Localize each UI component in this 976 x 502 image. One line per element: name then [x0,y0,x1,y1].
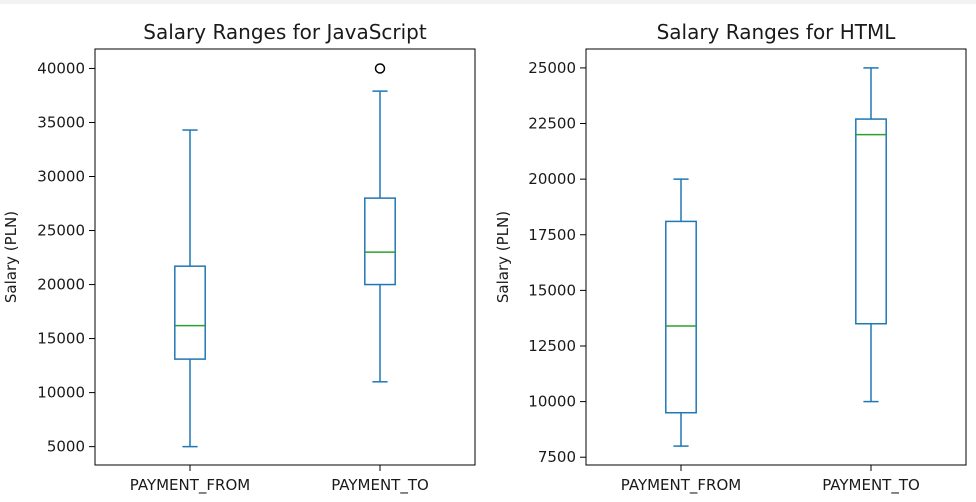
y-tick-label: 20000 [37,276,85,294]
box-payment-from [174,129,206,448]
interquartile-box [174,265,206,360]
html-salary-panel: Salary Ranges for HTML Salary (PLN) 7500… [494,20,967,495]
top-edge-strip [0,0,976,4]
outlier-point [374,63,386,74]
y-tick-label: 30000 [37,168,85,186]
box-payment-from [665,178,697,447]
plot-area-frame [585,48,967,466]
chart-title: Salary Ranges for JavaScript [143,20,427,44]
y-tick-label: 25000 [37,222,85,240]
box-series [665,67,887,447]
x-tick-label: PAYMENT_FROM [621,476,741,495]
x-tick-label: PAYMENT_TO [822,476,920,495]
chart-title: Salary Ranges for HTML [657,20,897,44]
box-payment-to [364,63,396,383]
x-axis-ticks: PAYMENT_FROM PAYMENT_TO [130,465,429,495]
x-tick-label: PAYMENT_TO [331,476,429,495]
y-tick-label: 25000 [528,59,576,77]
y-axis-ticks: 5000 10000 15000 20000 25000 30000 35000 40000 [37,59,95,456]
box-series [174,63,396,448]
y-tick-label: 5000 [47,438,85,456]
y-tick-label: 10000 [37,384,85,402]
interquartile-box [665,220,697,414]
y-axis-ticks: 7500 10000 12500 15000 17500 20000 22500 25000 [528,59,586,466]
y-tick-label: 15000 [528,281,576,299]
y-tick-label: 10000 [528,393,576,411]
interquartile-box [855,118,887,325]
interquartile-box [364,197,396,286]
x-axis-ticks: PAYMENT_FROM PAYMENT_TO [621,465,920,495]
box-payment-to [855,67,887,403]
y-axis-label: Salary (PLN) [494,211,512,303]
x-tick-label: PAYMENT_FROM [130,476,250,495]
y-tick-label: 12500 [528,337,576,355]
y-tick-label: 7500 [538,448,576,466]
y-axis-label: Salary (PLN) [2,211,20,303]
y-tick-label: 22500 [528,115,576,133]
y-tick-label: 17500 [528,226,576,244]
plot-area-frame [94,48,476,466]
y-tick-label: 15000 [37,330,85,348]
y-tick-label: 35000 [37,113,85,131]
y-tick-label: 20000 [528,170,576,188]
y-tick-label: 40000 [37,59,85,77]
javascript-salary-panel: Salary Ranges for JavaScript Salary (PLN… [2,20,476,495]
